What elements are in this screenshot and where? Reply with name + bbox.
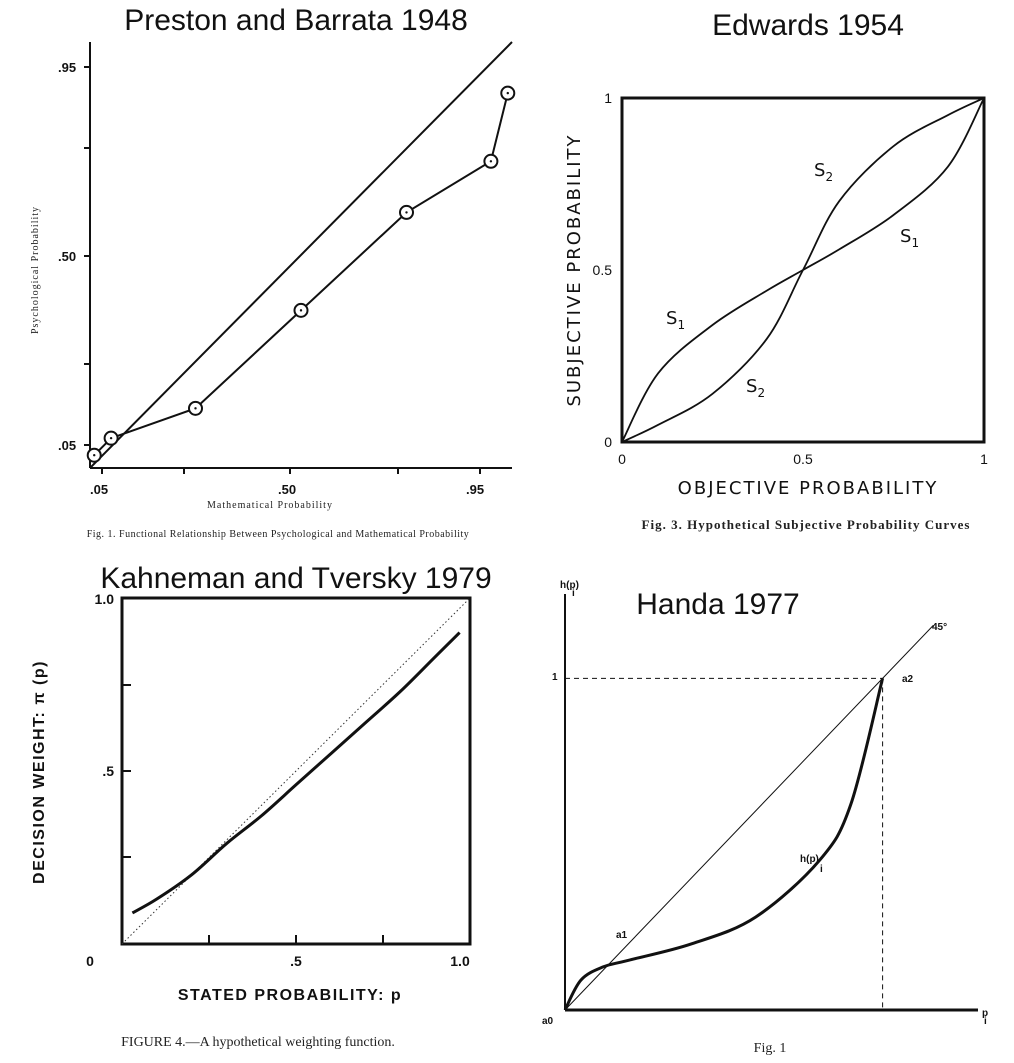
chart-1-caption: Fig. 1. Functional Relationship Between … bbox=[87, 529, 470, 540]
chart-edwards: Edwards 1954 1 0.5 0 0 0.5 1 OBJECTIVE P… bbox=[532, 0, 1014, 556]
chart-1-ytick: .95 bbox=[58, 60, 76, 75]
chart-1-point-center bbox=[109, 436, 113, 440]
chart-2-series-label-s1: S1 bbox=[900, 226, 919, 250]
chart-4-label-a2: a2 bbox=[902, 674, 914, 685]
chart-4-45-degree-line bbox=[564, 624, 934, 1011]
chart-3-data bbox=[121, 597, 471, 945]
chart-1-xtick: .50 bbox=[278, 482, 296, 497]
chart-2-caption: Fig. 3. Hypothetical Subjective Probabil… bbox=[642, 517, 971, 532]
chart-4-label-h-subscript: i bbox=[820, 864, 823, 875]
chart-3-weighting-curve bbox=[131, 631, 461, 915]
chart-preston-barrata: Preston and Barrata 1948 .95 .50 .05 .05… bbox=[0, 0, 522, 556]
chart-1-svg: Preston and Barrata 1948 .95 .50 .05 .05… bbox=[30, 4, 516, 540]
chart-1-title: Preston and Barrata 1948 bbox=[124, 4, 468, 37]
chart-3-title: Kahneman and Tversky 1979 bbox=[100, 562, 491, 595]
chart-4-xlabel: p bbox=[982, 1008, 988, 1019]
chart-2-series-label-s2: S2 bbox=[814, 160, 833, 184]
chart-2-ytick: 0 bbox=[604, 434, 612, 450]
chart-2-data bbox=[621, 97, 985, 443]
chart-4-svg: Handa 1977 h(p) i p i 1 45° a0 a1 a2 h(p… bbox=[542, 580, 988, 1056]
chart-2-ytick: 0.5 bbox=[593, 262, 613, 278]
chart-2-ytick: 1 bbox=[604, 90, 612, 106]
chart-kahneman-tversky: Kahneman and Tversky 1979 1.0 .5 0 .5 1.… bbox=[0, 558, 522, 1063]
chart-3-ticks bbox=[122, 684, 384, 944]
chart-4-label-45: 45° bbox=[932, 622, 947, 633]
chart-2-series-s2 bbox=[621, 97, 985, 443]
chart-4-label-a1: a1 bbox=[616, 930, 628, 941]
chart-1-ytick: .05 bbox=[58, 438, 76, 453]
chart-3-xtick: 0 bbox=[86, 953, 94, 969]
chart-4-caption: Fig. 1 bbox=[754, 1041, 787, 1056]
chart-3-identity-line bbox=[121, 597, 471, 945]
chart-2-svg: Edwards 1954 1 0.5 0 0 0.5 1 OBJECTIVE P… bbox=[564, 9, 988, 532]
chart-3-caption: FIGURE 4.—A hypothetical weighting funct… bbox=[121, 1035, 395, 1050]
chart-3-svg: Kahneman and Tversky 1979 1.0 .5 0 .5 1.… bbox=[31, 562, 492, 1050]
chart-4-ylabel: h(p) bbox=[560, 580, 579, 591]
chart-2-frame bbox=[620, 96, 986, 444]
chart-4-data bbox=[563, 624, 934, 1011]
chart-2-xtick: 1 bbox=[980, 451, 988, 467]
chart-handa: Handa 1977 h(p) i p i 1 45° a0 a1 a2 h(p… bbox=[532, 558, 1014, 1063]
chart-4-label-a0: a0 bbox=[542, 1016, 554, 1027]
chart-4-label-h: h(p) bbox=[800, 854, 819, 865]
chart-1-point-center bbox=[194, 407, 197, 410]
chart-3-xlabel: STATED PROBABILITY: p bbox=[178, 987, 402, 1004]
chart-2-series-label-s1: S1 bbox=[666, 308, 685, 332]
chart-3-xtick: 1.0 bbox=[450, 953, 470, 969]
chart-1-xlabel: Mathematical Probability bbox=[207, 500, 333, 511]
chart-1-xtick: .95 bbox=[466, 482, 484, 497]
chart-1-point-center bbox=[506, 91, 509, 95]
chart-1-ytick: .50 bbox=[58, 249, 76, 264]
chart-2-xtick: 0 bbox=[618, 451, 626, 467]
chart-4-ylabel-subscript: i bbox=[572, 588, 575, 599]
chart-3-ylabel: DECISION WEIGHT: π (p) bbox=[31, 660, 48, 884]
chart-2-ylabel: SUBJECTIVE PROBABILITY bbox=[564, 133, 585, 406]
chart-3-ytick: .5 bbox=[102, 763, 114, 779]
chart-4-title: Handa 1977 bbox=[636, 588, 799, 621]
chart-2-title: Edwards 1954 bbox=[712, 9, 904, 42]
chart-1-data bbox=[86, 41, 516, 469]
chart-4-xlabel-subscript: i bbox=[984, 1016, 987, 1027]
chart-3-ytick: 1.0 bbox=[95, 591, 115, 607]
chart-2-series-label-s2: S2 bbox=[746, 376, 765, 400]
chart-3-xtick: .5 bbox=[290, 953, 302, 969]
chart-1-ylabel: Psychological Probability bbox=[30, 206, 41, 334]
chart-4-ytick: 1 bbox=[552, 672, 558, 683]
chart-1-point-center bbox=[489, 160, 493, 163]
chart-1-point-center bbox=[405, 211, 408, 214]
chart-1-point-center bbox=[93, 454, 96, 457]
chart-1-axes bbox=[84, 42, 512, 474]
chart-2-xlabel: OBJECTIVE PROBABILITY bbox=[678, 478, 939, 499]
chart-1-xtick: .05 bbox=[90, 482, 108, 497]
chart-2-xtick: 0.5 bbox=[793, 451, 813, 467]
chart-4-h-curve bbox=[563, 677, 885, 1011]
chart-1-identity-line bbox=[89, 41, 513, 469]
chart-1-point-center bbox=[299, 309, 303, 312]
